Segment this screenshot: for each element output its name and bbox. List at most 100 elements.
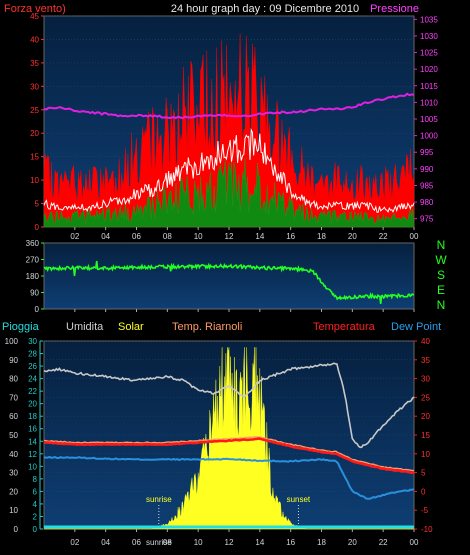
pressure-y-tick-label: 995 [420, 148, 434, 157]
humidity-y-tick-label: 30 [9, 469, 18, 478]
temp-x-tick-label: 02 [70, 538, 79, 547]
temp-x-tick-label: 20 [348, 538, 357, 547]
direction-label-w: W [435, 253, 447, 267]
temp-y-tick-label: -10 [421, 525, 433, 534]
wind-speed-series [43, 157, 415, 228]
temp-y-tick-label: 25 [421, 393, 430, 402]
temperature-chart: 0 10 20 30 40 50 60 70 80 90 100 02 4 6 8 10 12 14 16 18 20 2… [5, 337, 433, 547]
temp-y-tick-label: 10 [421, 450, 430, 459]
humidity-y-tick-label: 50 [9, 431, 18, 440]
sunset-label: sunset [287, 495, 311, 504]
legend-temperatura: Temperatura [313, 321, 376, 333]
wind-y-tick-label: 35 [30, 59, 39, 68]
humidity-y-tick-label: 80 [9, 375, 18, 384]
wind-gust-series [43, 33, 415, 228]
direction-label-n-top: N [437, 238, 446, 252]
temp-x-tick-label: 04 [101, 538, 110, 547]
wind-x-tick-label: 10 [194, 232, 203, 241]
pressure-series [43, 92, 415, 120]
dew-point-series [43, 455, 415, 500]
humidity-y-tick-label: 90 [9, 356, 18, 365]
rain-y-tick-label: 28 [28, 350, 37, 359]
rain-y-tick-label: 10 [28, 462, 37, 471]
direction-y-tick-label: 180 [26, 272, 40, 281]
humidity-y-tick-label: 10 [9, 506, 18, 515]
temp-x-tick-label: 08 [163, 538, 172, 547]
header-wind-label: Forza vento) [4, 3, 66, 15]
direction-y-tick-label: 270 [26, 256, 40, 265]
temp-y-tick-label: 30 [421, 375, 430, 384]
rain-y-tick-label: 18 [28, 412, 37, 421]
rain-y-tick-label: 14 [28, 437, 37, 446]
temp-y-tick-label: 5 [421, 469, 426, 478]
direction-label-s: S [437, 268, 445, 282]
temp-x-tick-label: 16 [286, 538, 295, 547]
temp-y-tick-label: 35 [421, 356, 430, 365]
wind-x-tick-label: 02 [70, 232, 79, 241]
pressure-y-tick-label: 1025 [420, 49, 438, 58]
legend-temp-riarnoli: Temp. Riarnoli [172, 321, 242, 333]
temp-x-tick-label: 12 [225, 538, 234, 547]
rain-y-tick-label: 30 [28, 337, 37, 346]
direction-panel [43, 242, 415, 310]
wind-x-tick-label: 16 [286, 232, 295, 241]
pressure-y-tick-label: 1035 [420, 15, 438, 24]
rain-series [44, 525, 414, 529]
temp-x-tick-label: 14 [255, 538, 264, 547]
wind-y-tick-label: 30 [30, 82, 39, 91]
temp-x-tick-label: 18 [317, 538, 326, 547]
pressure-y-tick-label: 1000 [420, 132, 438, 141]
direction-label-e: E [437, 283, 445, 297]
temp-x-tick-label: 22 [379, 538, 388, 547]
temp-y-tick-label: 40 [421, 337, 430, 346]
humidity-y-tick-label: 60 [9, 412, 18, 421]
pressure-y-tick-label: 990 [420, 165, 434, 174]
legend-umidita: Umidita [66, 321, 104, 333]
wind-x-tick-label: 22 [379, 232, 388, 241]
temp-y-tick-label: -5 [421, 506, 429, 515]
humidity-y-tick-label: 40 [9, 450, 18, 459]
pressure-y-tick-label: 1030 [420, 32, 438, 41]
header-pressure-label: Pressione [370, 3, 419, 15]
pressure-y-tick-label: 1010 [420, 98, 438, 107]
wind-y-tick-label: 10 [30, 176, 39, 185]
wind-y-tick-label: 45 [30, 12, 39, 21]
header-title: 24 hour graph day : 09 Dicembre 2010 [171, 3, 359, 15]
rain-y-tick-label: 0 [33, 525, 38, 534]
rain-y-tick-label: 8 [33, 475, 38, 484]
direction-chart: 0 90 180 270 360 [26, 239, 415, 314]
sunrise-label: sunrise [146, 495, 172, 504]
temperature-series [43, 437, 414, 475]
pressure-y-tick-label: 1005 [420, 115, 438, 124]
rain-y-tick-label: 6 [33, 487, 38, 496]
temp-y-tick-label: 20 [421, 412, 430, 421]
wind-y-tick-label: 5 [35, 200, 40, 209]
rain-y-tick-label: 22 [28, 387, 37, 396]
temp-x-tick-label: 10 [194, 538, 203, 547]
rain-y-tick-label: 24 [28, 375, 37, 384]
wind-average-series [43, 128, 415, 213]
legend-dew-point: Dew Point [391, 321, 441, 333]
humidity-y-tick-label: 100 [5, 337, 19, 346]
pressure-y-tick-label: 1020 [420, 65, 438, 74]
humidity-y-tick-label: 70 [9, 393, 18, 402]
wind-x-tick-label: 06 [132, 232, 141, 241]
rain-y-tick-label: 26 [28, 362, 37, 371]
rain-y-tick-label: 2 [33, 512, 38, 521]
pressure-y-tick-label: 985 [420, 181, 434, 190]
wind-x-tick-label: 00 [410, 232, 419, 241]
wind-x-tick-label: 20 [348, 232, 357, 241]
wind-y-tick-label: 0 [35, 223, 40, 232]
direction-y-tick-label: 0 [35, 305, 40, 314]
direction-label-n-bottom: N [437, 298, 446, 312]
pressure-y-tick-label: 975 [420, 215, 434, 224]
wind-x-tick-label: 12 [225, 232, 234, 241]
legend-solar: Solar [118, 321, 144, 333]
wind-chart: 0510152025303540459759809859909951000100… [30, 12, 438, 241]
rain-y-tick-label: 4 [33, 500, 38, 509]
pressure-y-tick-label: 980 [420, 198, 434, 207]
rain-y-tick-label: 20 [28, 400, 37, 409]
wind-y-tick-label: 40 [30, 35, 39, 44]
